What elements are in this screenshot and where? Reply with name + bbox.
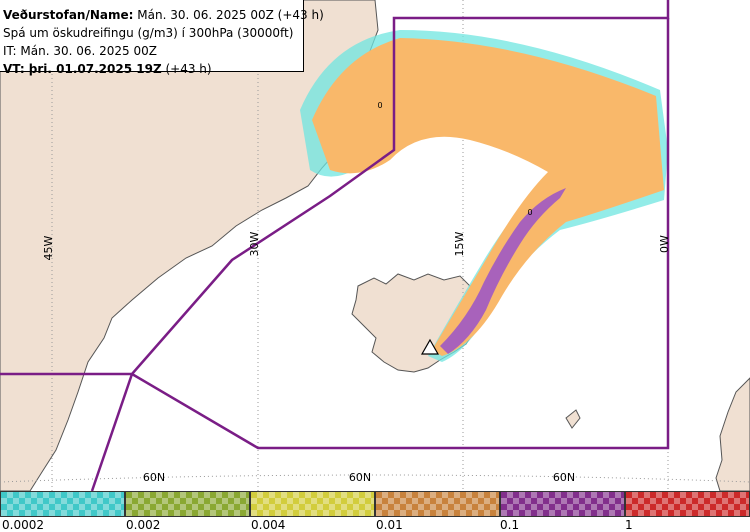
legend-swatch-4 (375, 491, 500, 517)
forecast-info-box: Veðurstofan/Name: Mán. 30. 06. 2025 00Z … (0, 0, 324, 76)
legend-label-3: 0.004 (251, 518, 286, 532)
info-line-4: VT: þri. 01.07.2025 19Z (+43 h) (3, 60, 303, 78)
triangle-icon (420, 338, 440, 355)
run-time: Mán. 30. 06. 2025 00Z (+43 h) (137, 8, 324, 22)
info-line-1: Veðurstofan/Name: Mán. 30. 06. 2025 00Z … (3, 6, 324, 24)
lon-label-0w: 0W (658, 235, 671, 253)
ash-low-layer (312, 38, 664, 356)
lon-label-15w: 15W (453, 231, 466, 256)
legend-swatch-2 (125, 491, 250, 517)
faroe-islands (565, 409, 581, 429)
lat-label-60n-2: 60N (349, 471, 371, 484)
legend-swatch-3 (250, 491, 375, 517)
legend-label-5: 0.1 (500, 518, 520, 532)
contour-label: 0 (527, 208, 532, 217)
legend-swatch-5 (500, 491, 625, 517)
legend-label-4: 0.01 (376, 518, 403, 532)
legend-swatch-1 (0, 491, 125, 517)
legend-color-bar (0, 491, 750, 517)
concentration-legend: 0.0002 0.002 0.004 0.01 0.1 1 (0, 491, 750, 532)
lat-label-60n-1: 60N (143, 471, 165, 484)
legend-label-1: 0.0002 (2, 518, 44, 532)
info-line-2: Spá um öskudreifingu (g/m3) í 300hPa (30… (3, 26, 294, 40)
lon-label-30w: 30W (248, 231, 261, 256)
legend-label-2: 0.002 (126, 518, 161, 532)
valid-time-label: VT: þri. 01.07.2025 19Z (3, 62, 162, 76)
legend-swatch-6 (625, 491, 750, 517)
institution-label: Veðurstofan/Name: (3, 8, 134, 22)
info-line-3: IT: Mán. 30. 06. 2025 00Z (3, 44, 157, 58)
lat-label-60n-3: 60N (553, 471, 575, 484)
forecast-offset: (+43 h) (165, 62, 212, 76)
contour-label: 0 (377, 101, 382, 110)
ash-high-layer (440, 188, 566, 354)
legend-label-6: 1 (625, 518, 633, 532)
fir-boundary (0, 0, 670, 492)
lon-label-45w: 45W (42, 235, 55, 260)
